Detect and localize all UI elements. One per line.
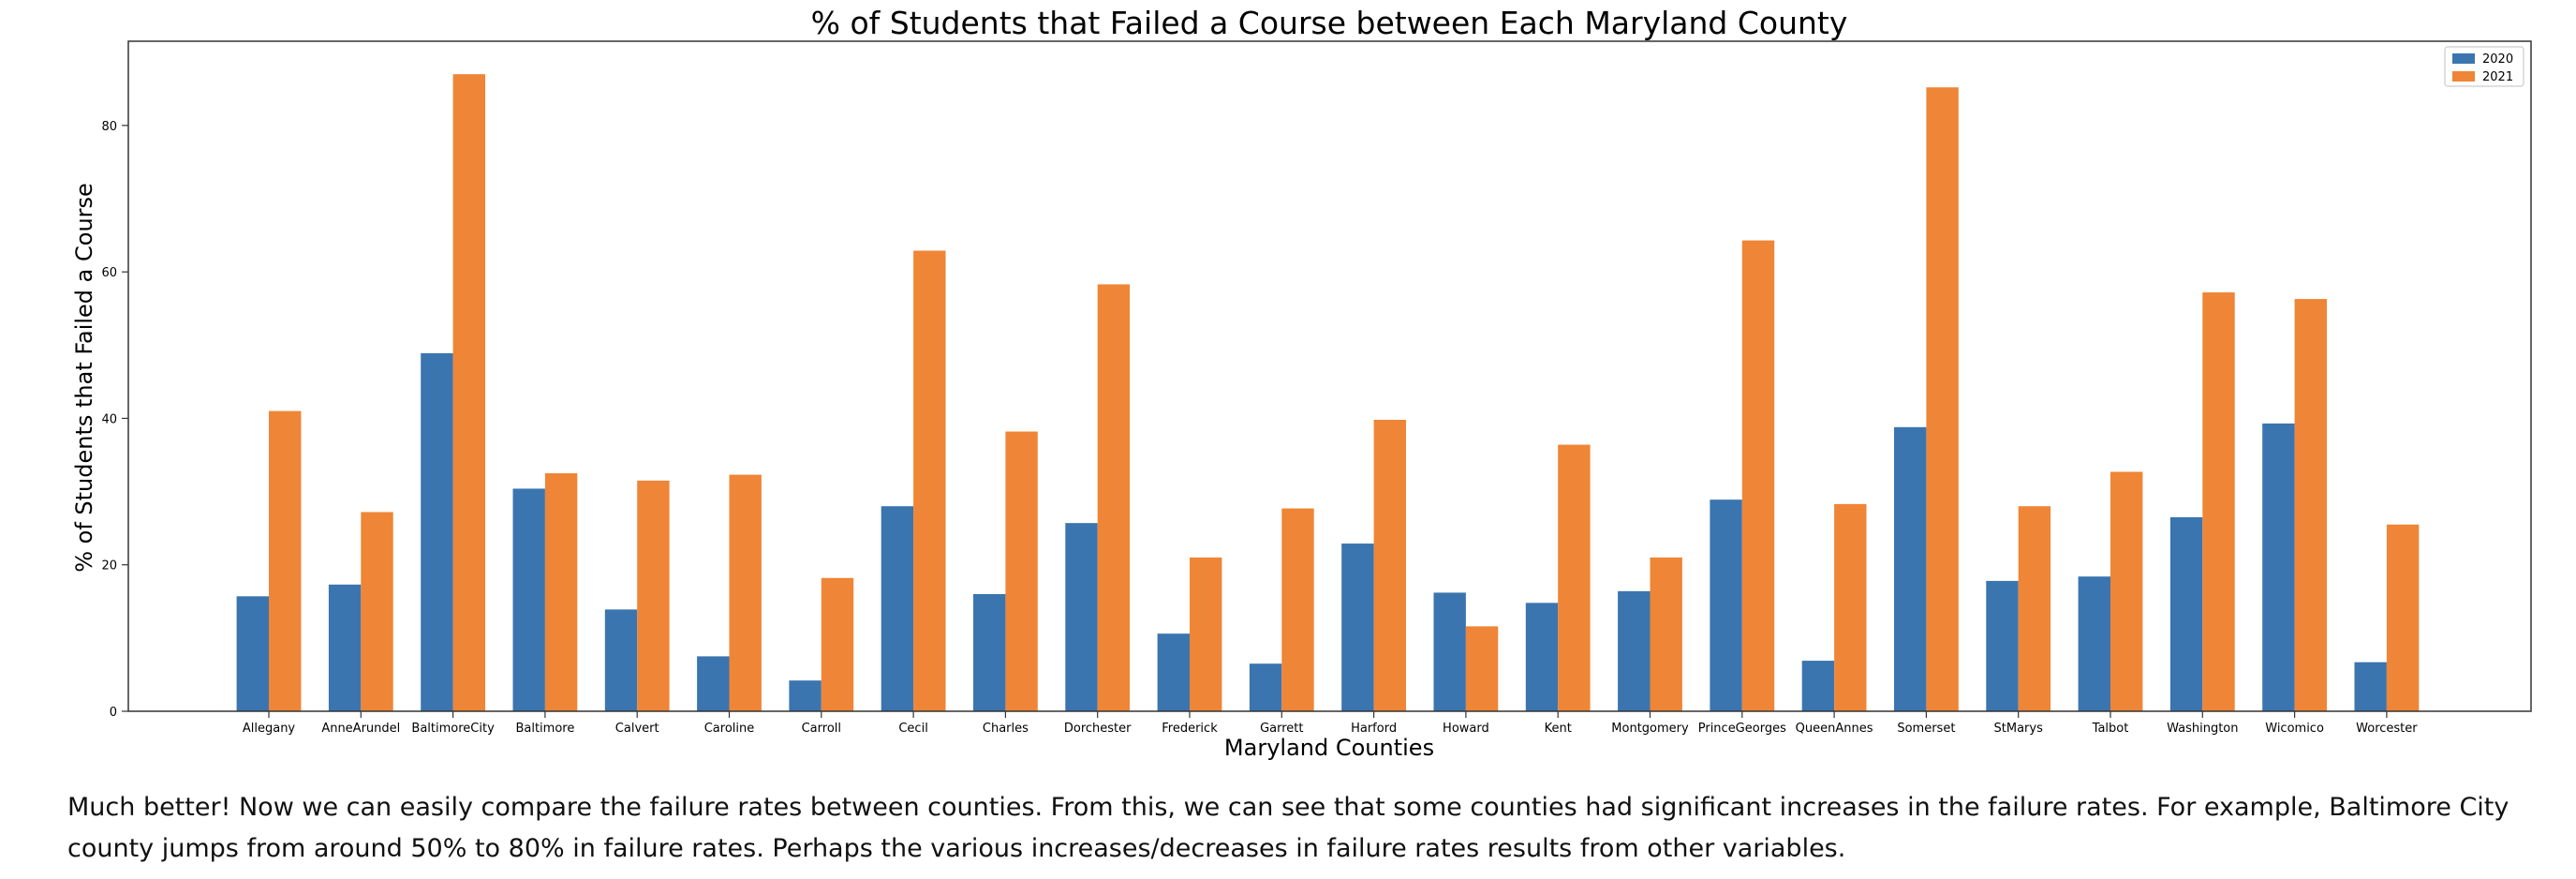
x-tick-label: Calvert: [615, 722, 659, 736]
bar-2021-Kent: [1558, 444, 1591, 711]
x-tick-label: Somerset: [1897, 722, 1955, 736]
bar-2021-Frederick: [1190, 557, 1222, 711]
x-tick-label: Montgomery: [1611, 722, 1689, 736]
bar-2020-Carroll: [789, 680, 822, 711]
bar-2020-Cecil: [881, 506, 914, 711]
y-tick-label: 80: [101, 120, 117, 134]
plot-frame: [127, 40, 2532, 712]
bar-2020-Harford: [1341, 544, 1374, 711]
legend-label-2021: 2021: [2482, 70, 2513, 84]
legend-label-2020: 2020: [2482, 52, 2513, 67]
bar-2021-Worcester: [2386, 524, 2420, 711]
x-tick-label: Charles: [983, 722, 1029, 736]
bar-2021-Washington: [2202, 292, 2235, 711]
bar-2021-Baltimore: [544, 473, 578, 711]
x-tick-label: Caroline: [704, 722, 755, 736]
y-tick-label: 60: [101, 266, 117, 280]
bar-2021-Howard: [1465, 626, 1499, 711]
bar-2020-Kent: [1525, 603, 1559, 711]
legend-swatch-2020: [2452, 53, 2475, 64]
bar-2021-Harford: [1373, 419, 1406, 711]
bar-2020-Allegany: [236, 596, 269, 711]
x-tick-label: Wicomico: [2265, 722, 2324, 736]
x-tick-label: AnneArundel: [321, 722, 400, 736]
bar-2021-Calvert: [637, 480, 670, 711]
chart-legend: 2020 2021: [2444, 46, 2524, 87]
x-tick-label: Garrett: [1260, 722, 1303, 736]
bar-2020-Wicomico: [2262, 423, 2295, 711]
x-tick-label: Cecil: [898, 722, 927, 736]
bar-2021-StMarys: [2018, 506, 2051, 711]
x-tick-label: Talbot: [2092, 722, 2129, 736]
y-tick-label: 0: [110, 706, 117, 720]
x-tick-label: Dorchester: [1064, 722, 1132, 736]
bar-2020-PrinceGeorges: [1710, 499, 1742, 711]
bar-2020-StMarys: [1986, 580, 2019, 711]
bar-2020-Frederick: [1157, 633, 1190, 711]
bar-2021-Caroline: [729, 474, 762, 711]
y-tick-label: 20: [101, 559, 117, 574]
x-tick-label: Harford: [1351, 722, 1397, 736]
bar-2021-PrinceGeorges: [1741, 240, 1775, 711]
bar-2020-Worcester: [2354, 662, 2387, 711]
bar-2021-Charles: [1005, 431, 1038, 711]
x-tick-label: Worcester: [2356, 722, 2418, 736]
bar-2020-Garrett: [1249, 663, 1282, 711]
notebook-paragraph: Much better! Now we can easily compare t…: [67, 793, 2509, 863]
x-tick-label: Kent: [1545, 722, 1572, 736]
bar-2021-AnneArundel: [361, 512, 393, 711]
bar-2021-Talbot: [2110, 471, 2143, 711]
bar-2021-Garrett: [1281, 508, 1314, 711]
bar-2020-BaltimoreCity: [421, 352, 453, 711]
chart-title: % of Students that Failed a Course betwe…: [811, 5, 1848, 41]
x-tick-label: Carroll: [802, 722, 841, 736]
bar-2021-Dorchester: [1097, 284, 1131, 711]
bar-2020-Montgomery: [1618, 590, 1651, 711]
x-tick-label: Allegany: [243, 722, 296, 736]
bar-2020-QueenAnnes: [1801, 661, 1835, 711]
bar-chart: % of Students that Failed a Course betwe…: [71, 5, 2532, 761]
bar-2020-Talbot: [2078, 576, 2110, 711]
bar-2020-Dorchester: [1065, 523, 1098, 711]
x-tick-label: Howard: [1443, 722, 1489, 736]
x-tick-label: QueenAnnes: [1796, 722, 1873, 736]
bar-2020-Howard: [1433, 592, 1466, 711]
x-tick-label: Washington: [2167, 722, 2238, 736]
bar-2021-Cecil: [913, 250, 946, 711]
x-tick-label: BaltimoreCity: [411, 722, 495, 736]
bar-2020-Charles: [973, 593, 1006, 711]
x-tick-label: PrinceGeorges: [1698, 722, 1786, 736]
plot-area: 0 20 40 60 80 Allegany AnneArundel BaltimoreCit…: [101, 40, 2532, 736]
bar-2021-Montgomery: [1650, 557, 1682, 711]
bar-2020-Baltimore: [512, 488, 545, 711]
bar-2021-QueenAnnes: [1834, 503, 1867, 711]
chart-canvas: % of Students that Failed a Course betwe…: [71, 5, 2532, 761]
bar-2020-AnneArundel: [328, 584, 362, 711]
bar-2020-Washington: [2169, 516, 2203, 711]
x-axis-label: Maryland Counties: [1224, 735, 1434, 761]
bar-2021-Wicomico: [2294, 299, 2327, 711]
y-axis-label: % of Students that Failed a Course: [71, 183, 97, 573]
x-tick-label: StMarys: [1994, 722, 2044, 736]
bar-2021-Allegany: [269, 410, 302, 711]
y-tick-label: 40: [101, 412, 117, 426]
bar-2021-Carroll: [821, 577, 854, 711]
bar-2021-BaltimoreCity: [452, 74, 485, 711]
x-tick-label: Frederick: [1162, 722, 1218, 736]
x-tick-label: Baltimore: [515, 722, 574, 736]
bar-2021-Somerset: [1926, 87, 1959, 712]
bar-2020-Calvert: [604, 609, 638, 711]
bar-2020-Somerset: [1893, 426, 1927, 711]
bar-2020-Caroline: [697, 656, 730, 711]
legend-swatch-2021: [2452, 71, 2475, 82]
